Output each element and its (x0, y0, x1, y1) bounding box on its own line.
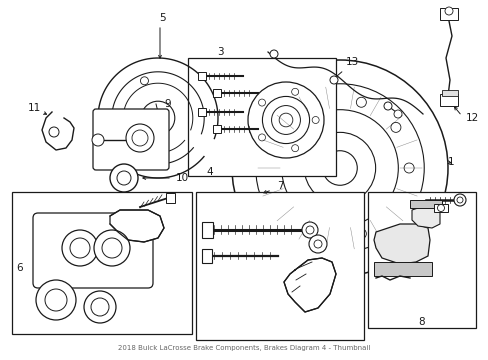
Circle shape (49, 127, 59, 137)
Bar (439, 8, 457, 20)
Circle shape (140, 77, 148, 85)
Bar (202, 222, 213, 238)
Circle shape (313, 240, 321, 248)
Circle shape (437, 204, 444, 211)
Circle shape (279, 204, 288, 213)
Circle shape (247, 82, 324, 158)
Circle shape (308, 235, 326, 253)
Circle shape (393, 110, 401, 118)
Circle shape (291, 145, 298, 152)
Circle shape (444, 7, 452, 15)
Bar (202, 249, 212, 263)
Circle shape (132, 130, 148, 146)
Text: 11: 11 (27, 103, 41, 113)
Bar (213, 89, 221, 97)
Circle shape (117, 171, 131, 185)
Circle shape (456, 197, 462, 203)
Bar (433, 204, 447, 212)
Circle shape (102, 238, 122, 258)
Circle shape (126, 124, 154, 152)
Circle shape (128, 144, 136, 152)
Circle shape (390, 122, 400, 132)
Polygon shape (411, 206, 439, 228)
Bar (213, 125, 221, 133)
Polygon shape (284, 258, 335, 312)
Bar (367, 192, 475, 328)
FancyBboxPatch shape (93, 109, 169, 170)
Text: 8: 8 (418, 317, 425, 327)
Text: 6: 6 (17, 263, 23, 273)
Circle shape (255, 84, 424, 252)
Text: 10: 10 (175, 173, 188, 183)
Text: 3: 3 (216, 47, 223, 57)
Circle shape (262, 96, 309, 144)
Circle shape (291, 88, 298, 95)
Circle shape (269, 50, 278, 58)
Circle shape (329, 76, 337, 84)
Bar (439, 94, 457, 106)
Polygon shape (373, 224, 429, 264)
Bar (12, 192, 192, 334)
FancyBboxPatch shape (33, 213, 153, 288)
Bar (198, 108, 205, 116)
Polygon shape (110, 210, 163, 242)
Circle shape (311, 117, 319, 123)
Circle shape (92, 134, 104, 146)
Text: 13: 13 (345, 57, 358, 67)
Circle shape (258, 99, 265, 106)
Circle shape (231, 60, 447, 276)
Text: 9: 9 (164, 99, 171, 109)
Bar (196, 192, 363, 340)
Circle shape (313, 97, 323, 107)
Circle shape (304, 132, 375, 204)
Circle shape (94, 230, 130, 266)
Bar (409, 200, 441, 208)
Circle shape (36, 280, 76, 320)
Circle shape (84, 291, 116, 323)
Circle shape (265, 163, 275, 173)
Bar (187, 58, 335, 176)
Text: 1: 1 (447, 157, 453, 167)
Text: 12: 12 (465, 113, 478, 123)
Circle shape (322, 151, 357, 185)
Text: 4: 4 (206, 167, 213, 177)
Circle shape (403, 163, 413, 173)
Circle shape (281, 110, 398, 226)
Circle shape (305, 226, 313, 234)
Circle shape (141, 101, 174, 135)
Text: 7: 7 (276, 181, 283, 191)
Bar (373, 262, 431, 276)
Text: 5: 5 (159, 13, 165, 23)
Circle shape (45, 289, 67, 311)
Circle shape (356, 229, 366, 239)
Circle shape (390, 204, 400, 213)
Bar (198, 72, 205, 80)
Circle shape (62, 230, 98, 266)
Circle shape (302, 222, 317, 238)
Circle shape (279, 113, 292, 127)
Circle shape (313, 229, 323, 239)
Text: 2018 Buick LaCrosse Brake Components, Brakes Diagram 4 - Thumbnail: 2018 Buick LaCrosse Brake Components, Br… (118, 345, 370, 351)
Circle shape (91, 298, 109, 316)
Circle shape (258, 134, 265, 141)
Circle shape (110, 164, 138, 192)
Circle shape (383, 102, 391, 110)
Circle shape (356, 97, 366, 107)
Bar (165, 193, 175, 203)
Bar (441, 90, 457, 96)
Circle shape (453, 194, 465, 206)
Circle shape (271, 105, 300, 134)
Text: 2: 2 (458, 196, 465, 206)
Circle shape (279, 122, 288, 132)
Circle shape (70, 238, 90, 258)
